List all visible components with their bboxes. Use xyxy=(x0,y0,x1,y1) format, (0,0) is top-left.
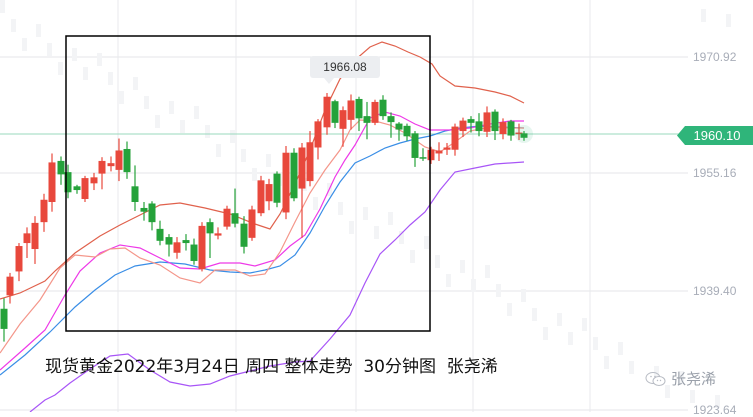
candle xyxy=(190,238,198,265)
y-axis-tick-label: 1939.40 xyxy=(693,284,737,298)
high-tooltip: 1966.08 xyxy=(310,56,380,84)
candle xyxy=(81,175,89,202)
candle xyxy=(363,101,371,140)
candle xyxy=(282,145,290,220)
annotation-box xyxy=(65,35,431,332)
candle xyxy=(231,188,239,228)
ma-slow-line xyxy=(0,125,525,376)
candles xyxy=(0,92,528,342)
candle xyxy=(467,116,475,133)
candle xyxy=(435,142,443,161)
candle xyxy=(411,131,419,167)
candle xyxy=(499,118,507,140)
candle xyxy=(40,193,48,232)
chart-caption: 现货黄金2022年3月24日 周四 整体走势 30分钟图 张尧浠 xyxy=(45,357,498,377)
candle xyxy=(123,141,131,179)
candle xyxy=(331,99,339,129)
candle xyxy=(173,237,181,259)
candle xyxy=(491,109,499,141)
candle xyxy=(323,92,331,135)
candle xyxy=(339,106,347,147)
y-axis-tick-label: 1970.92 xyxy=(693,50,737,64)
candle xyxy=(443,143,451,155)
candle xyxy=(298,143,306,238)
candle xyxy=(265,178,273,211)
candle xyxy=(314,119,322,160)
candle xyxy=(355,96,363,132)
candle xyxy=(273,171,281,208)
candle xyxy=(257,175,265,217)
candle xyxy=(15,243,23,282)
candle xyxy=(107,156,115,172)
candle xyxy=(140,201,148,221)
candle xyxy=(520,131,528,141)
candle xyxy=(73,184,81,194)
candle xyxy=(403,123,411,141)
candle xyxy=(475,113,483,137)
candle xyxy=(182,234,190,251)
candle xyxy=(515,123,523,141)
candle xyxy=(507,119,515,141)
bollinger-lower-line xyxy=(29,161,525,412)
candle xyxy=(57,156,65,185)
last-candle-glow xyxy=(515,125,533,143)
candle xyxy=(6,272,14,304)
candle xyxy=(395,122,403,141)
candle xyxy=(387,112,395,138)
watermark: 张尧浠 xyxy=(645,368,716,389)
candle xyxy=(223,205,231,230)
candle xyxy=(131,165,139,211)
candle xyxy=(198,222,206,272)
current-price-tag: 1960.10 xyxy=(677,126,753,145)
y-axis-tick-label: 1955.16 xyxy=(693,166,737,180)
candle xyxy=(214,227,222,240)
watermark-text: 张尧浠 xyxy=(671,371,717,388)
candle xyxy=(98,157,106,190)
wechat-icon xyxy=(645,371,666,386)
candle xyxy=(206,218,214,258)
y-axis-tick-label: 1923.64 xyxy=(693,403,737,417)
candle xyxy=(0,298,8,342)
candle xyxy=(371,99,379,126)
ma-fast-line xyxy=(0,119,524,354)
candle xyxy=(23,227,31,258)
candle xyxy=(248,205,256,241)
candle xyxy=(419,148,427,161)
candle xyxy=(31,216,39,264)
candle xyxy=(483,106,491,138)
candle xyxy=(156,220,164,246)
candle xyxy=(459,117,467,138)
candle xyxy=(347,94,355,130)
candle xyxy=(90,172,98,191)
candle xyxy=(306,131,314,187)
candle xyxy=(165,234,173,257)
candle xyxy=(379,95,387,120)
candle xyxy=(64,164,72,199)
bollinger-upper-line xyxy=(0,41,525,300)
candle xyxy=(451,123,459,156)
candle xyxy=(290,148,298,202)
candle xyxy=(148,201,156,231)
candle xyxy=(48,153,56,212)
candle xyxy=(240,216,248,254)
candle xyxy=(115,138,123,182)
candle xyxy=(427,146,435,164)
